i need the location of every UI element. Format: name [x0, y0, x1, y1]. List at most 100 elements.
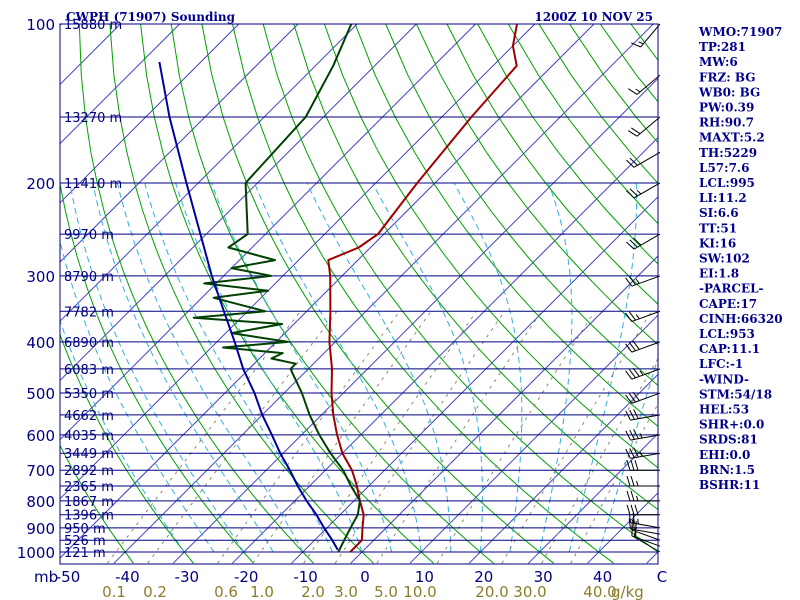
- temperature-tick-label: -30: [175, 568, 200, 586]
- mixing-ratio-tick-label: 40.0: [583, 583, 616, 600]
- index-value: STM:54/18: [699, 387, 772, 401]
- pressure-tick-label: 200: [26, 175, 55, 193]
- pressure-tick-label: 500: [26, 385, 55, 403]
- temperature-trace: [327, 24, 518, 553]
- index-value: LFC:-1: [699, 357, 743, 371]
- wind-barb: [626, 460, 660, 471]
- wind-barb: [626, 475, 660, 487]
- dry-adiabat-line: [354, 24, 658, 427]
- dry-adiabat-line: [78, 24, 314, 564]
- isotherm-line: [60, 24, 240, 204]
- dry-adiabat-line: [140, 24, 434, 564]
- moist-adiabat-line: [453, 182, 523, 553]
- wind-barb: [625, 275, 661, 287]
- height-label: 15880 m: [64, 18, 122, 33]
- mixing-ratio-tick-label: 2.0: [301, 583, 325, 600]
- isotherm-line: [60, 24, 536, 500]
- mixing-ratio-tick-label: 30.0: [513, 583, 546, 600]
- dry-adiabat-line: [385, 24, 658, 387]
- dry-adiabat-line: [170, 24, 494, 564]
- mixing-ratio-tick-label: 5.0: [374, 583, 398, 600]
- wind-barb: [625, 409, 661, 421]
- index-value: EHI:0.0: [699, 448, 750, 462]
- dry-adiabat-line: [477, 24, 658, 265]
- index-value: RH:90.7: [699, 116, 754, 130]
- height-label: 2365 m: [64, 480, 114, 495]
- isotherm-line: [60, 24, 417, 382]
- chart-grid: [60, 24, 658, 564]
- mixing-ratio-tick-label: 1.0: [250, 583, 274, 600]
- height-label: 11410 m: [64, 177, 122, 192]
- moist-adiabat-line: [306, 182, 452, 552]
- temperature-tick-label: C: [657, 568, 667, 586]
- index-value: -WIND-: [699, 372, 749, 386]
- index-value: SW:102: [699, 252, 750, 266]
- height-label: 4035 m: [64, 429, 114, 444]
- height-labels: 15880 m 13270 m 11410 m 9970 m 8790 m 7782 m 6…: [64, 18, 122, 561]
- index-value: HEL:53: [699, 403, 749, 417]
- isotherm-line: [172, 77, 658, 564]
- wind-barb: [626, 490, 660, 502]
- mixing-ratio-line: [376, 311, 542, 564]
- mixing-ratio-axis: 0.1 0.2 0.6 1.0 2.0 3.0 5.0 10.0 20.0 30.0 40.0: [102, 583, 617, 600]
- index-value: L57:7.6: [699, 161, 749, 175]
- height-label: 6083 m: [64, 363, 114, 378]
- pressure-tick-label: 100: [26, 16, 55, 34]
- index-value: LCL:995: [699, 176, 755, 190]
- height-label: 7782 m: [64, 305, 114, 320]
- height-label: 6890 m: [64, 336, 114, 351]
- pressure-tick-label: 800: [26, 493, 55, 511]
- wind-barb: [626, 233, 661, 250]
- mixing-ratio-line: [334, 311, 506, 564]
- index-value: TT:51: [699, 221, 737, 235]
- index-value: KI:16: [699, 236, 736, 250]
- temperature-tick-label: -20: [234, 568, 259, 586]
- index-value: BRN:1.5: [699, 463, 755, 477]
- wind-barb: [625, 447, 661, 459]
- mixing-ratio-line: [541, 357, 658, 564]
- dry-adiabat-line: [232, 24, 614, 564]
- chart-title: CWPH (71907) Sounding: [66, 10, 236, 24]
- wind-barbs: [625, 23, 661, 553]
- dry-adiabat-line: [446, 24, 658, 305]
- pressure-tick-label: 400: [26, 334, 55, 352]
- index-value: WMO:71907: [698, 25, 782, 39]
- wind-barb: [625, 429, 661, 441]
- wind-barb: [628, 74, 661, 95]
- isotherm-line: [113, 24, 654, 564]
- index-value: MAXT:5.2: [699, 131, 765, 145]
- pressure-tick-label: 600: [26, 427, 55, 445]
- index-value: SHR+:0.0: [699, 418, 764, 432]
- index-value: TP:281: [699, 40, 746, 54]
- pressure-unit-label: mb: [34, 568, 58, 586]
- height-label: 3449 m: [64, 447, 114, 462]
- index-value: WB0: BG: [698, 85, 760, 99]
- isotherm-line: [60, 24, 180, 145]
- moist-adiabat-line: [92, 182, 274, 553]
- index-value: FRZ: BG: [699, 70, 755, 84]
- mixing-ratio-unit-label: g/kg: [611, 583, 644, 600]
- height-label: 4662 m: [64, 409, 114, 424]
- dry-adiabat-line: [109, 24, 374, 564]
- index-value: LI:11.2: [699, 191, 747, 205]
- moist-adiabat-line: [116, 182, 304, 553]
- height-label: 950 m: [64, 522, 106, 537]
- dry-adiabat-line: [415, 24, 658, 346]
- height-label: 5350 m: [64, 387, 114, 402]
- pressure-tick-label: 900: [26, 520, 55, 538]
- wind-barb: [628, 116, 661, 137]
- chart-time: 1200Z 10 NOV 25: [534, 10, 653, 24]
- mixing-ratio-line: [107, 310, 301, 564]
- temperature-axis: -50 -40 -30 -20 -10 0 10 20 30 40 C: [56, 568, 667, 586]
- pressure-tick-label: 300: [26, 268, 55, 286]
- wind-barb: [626, 182, 661, 199]
- wind-barb: [628, 518, 661, 535]
- temperature-tick-label: -50: [56, 568, 81, 586]
- sounding-traces: [158, 24, 518, 553]
- temperature-tick-label: 10: [415, 568, 434, 586]
- isotherm-line: [232, 136, 658, 564]
- mixing-ratio-tick-label: 10.0: [403, 583, 436, 600]
- temperature-tick-label: 20: [474, 568, 493, 586]
- temperature-tick-label: -40: [115, 568, 140, 586]
